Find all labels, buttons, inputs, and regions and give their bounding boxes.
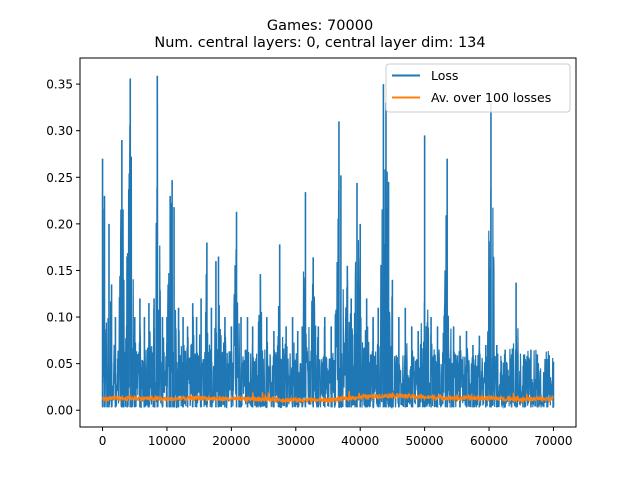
plot-frame: [79, 57, 577, 428]
legend-label-loss: Loss: [431, 68, 458, 83]
legend-label-average: Av. over 100 losses: [431, 90, 551, 105]
y-tick-label: 0.30: [46, 124, 73, 138]
y-tick-label: 0.15: [46, 264, 73, 278]
chart-title: Games: 70000: [266, 18, 374, 34]
legend-box: [385, 63, 571, 113]
chart-subtitle: Num. central layers: 0, central layer di…: [154, 35, 486, 51]
y-tick-label: 0.00: [46, 404, 73, 418]
x-tick-label: 50000: [406, 434, 444, 448]
x-axis: 0 10000 20000 30000 40000 50000 60000 70000: [99, 427, 573, 448]
plot-series: [101, 75, 555, 410]
x-tick-label: 30000: [277, 434, 315, 448]
x-tick-label: 0: [99, 434, 107, 448]
y-tick-label: 0.10: [46, 311, 73, 325]
series-average-line: [101, 390, 554, 405]
y-tick-label: 0.20: [46, 217, 73, 231]
x-tick-label: 40000: [341, 434, 379, 448]
x-tick-label: 70000: [534, 434, 572, 448]
x-tick-label: 10000: [148, 434, 186, 448]
y-tick-label: 0.35: [46, 78, 73, 92]
x-tick-label: 60000: [470, 434, 508, 448]
y-tick-label: 0.25: [46, 171, 73, 185]
x-tick-label: 20000: [212, 434, 250, 448]
legend: Loss Av. over 100 losses: [385, 63, 571, 113]
y-axis: 0.00 0.05 0.10 0.15 0.20 0.25 0.30 0.35: [46, 78, 80, 418]
y-tick-label: 0.05: [46, 357, 73, 371]
